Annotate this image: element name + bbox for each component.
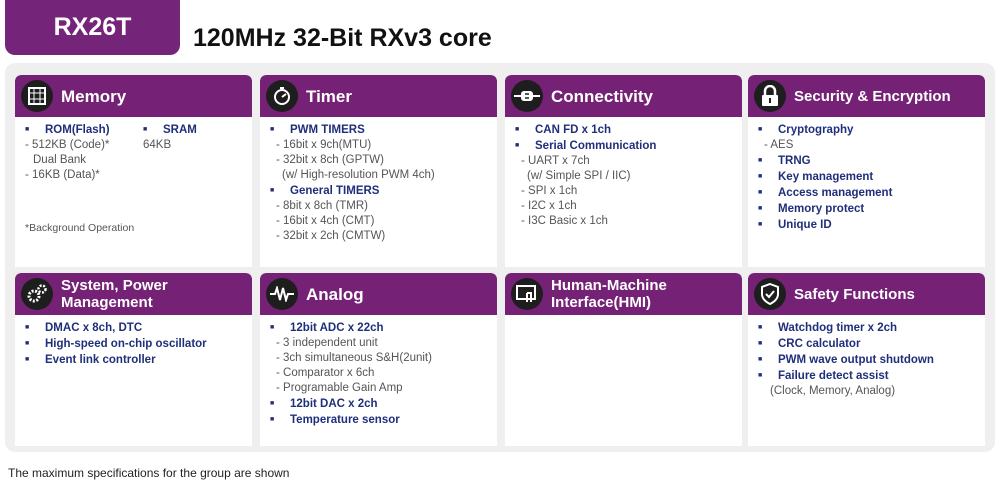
spec-line: (Clock, Memory, Analog) (770, 385, 896, 397)
spec-line: (w/ High-resolution PWM 4ch) (282, 169, 435, 181)
spec-line: - 3ch simultaneous S&H(2unit) (276, 352, 432, 364)
spec-line: Failure detect assist (758, 368, 985, 384)
feature-card: Human-Machine Interface(HMI) (505, 273, 742, 446)
spec-line: - SPI x 1ch (521, 185, 578, 197)
spec-line: PWM TIMERS (270, 122, 497, 138)
feature-card: Analog 12bit ADC x 22ch- 3 independent un… (260, 273, 497, 446)
spec-line: - 32bit x 8ch (GPTW) (276, 154, 384, 166)
rom-label: ROM(Flash) (25, 122, 143, 138)
shield-check-icon (754, 278, 786, 310)
spec-line: - Comparator x 6ch (276, 367, 375, 379)
waveform-icon (266, 278, 298, 310)
card-header: Connectivity (505, 75, 742, 117)
spec-line: 12bit DAC x 2ch (270, 396, 497, 412)
card-body: PWM TIMERS- 16bit x 9ch(MTU) - 32bit x 8c… (260, 117, 497, 244)
spec-line: Watchdog timer x 2ch (758, 320, 985, 336)
sram-value: 64KB (143, 139, 172, 151)
card-title: Safety Functions (794, 285, 915, 303)
spec-line: - 8bit x 8ch (TMR) (276, 200, 369, 212)
lock-icon (754, 80, 786, 112)
plug-icon (511, 80, 543, 112)
spec-line: CAN FD x 1ch (515, 122, 742, 138)
spec-line: DMAC x 8ch, DTC (25, 320, 252, 336)
card-title: Connectivity (551, 86, 654, 106)
sram-label: SRAM (143, 122, 197, 138)
spec-line: - Programable Gain Amp (276, 382, 403, 394)
spec-line: Memory protect (758, 201, 985, 217)
spec-line: General TIMERS (270, 183, 497, 199)
spec-line: - 16bit x 4ch (CMT) (276, 215, 375, 227)
spec-line: - I2C x 1ch (521, 200, 577, 212)
spec-line: Serial Communication (515, 138, 742, 154)
spec-line: - AES (764, 139, 794, 151)
spec-line: - 3 independent unit (276, 337, 378, 349)
card-body: Cryptography- AES TRNGKey managementAcces… (748, 117, 985, 233)
card-title: Timer (306, 86, 352, 106)
spec-line: Unique ID (758, 217, 985, 233)
spec-line: Event link controller (25, 352, 252, 368)
card-header: Analog (260, 273, 497, 315)
spec-line: Cryptography (758, 122, 985, 138)
spec-line: 12bit ADC x 22ch (270, 320, 497, 336)
spec-line: - 32bit x 2ch (CMTW) (276, 230, 386, 242)
page-title: 120MHz 32-Bit RXv3 core (193, 24, 492, 52)
memory-chip-icon (21, 80, 53, 112)
stopwatch-icon (266, 80, 298, 112)
rom-line: Dual Bank (33, 154, 87, 166)
spec-line: CRC calculator (758, 336, 985, 352)
card-header: System, Power Management (15, 273, 252, 315)
spec-line: - 16bit x 9ch(MTU) (276, 139, 372, 151)
card-title: System, Power Management (61, 277, 168, 311)
gears-icon (21, 278, 53, 310)
spec-line: (w/ Simple SPI / IIC) (527, 170, 631, 182)
spec-line: High-speed on-chip oscillator (25, 336, 252, 352)
card-body: 12bit ADC x 22ch- 3 independent unit - 3c… (260, 315, 497, 428)
card-title: Security & Encryption (794, 87, 951, 105)
card-body (505, 315, 742, 320)
footer-note: The maximum specifications for the group… (8, 466, 290, 480)
spec-line: PWM wave output shutdown (758, 352, 985, 368)
card-body: Watchdog timer x 2chCRC calculatorPWM wa… (748, 315, 985, 399)
rom-line: - 16KB (Data)* (25, 169, 100, 181)
background-note: *Background Operation (25, 222, 135, 234)
feature-card: Memory ROM(Flash)- 512KB (Code)* Dual Bank… (15, 75, 252, 267)
card-title: Analog (306, 284, 364, 304)
spec-line: - I3C Basic x 1ch (521, 215, 608, 227)
card-header: Human-Machine Interface(HMI) (505, 273, 742, 315)
spec-line: Access management (758, 185, 985, 201)
feature-card: Security & Encryption Cryptography- AES TR… (748, 75, 985, 267)
spec-line: - UART x 7ch (521, 155, 590, 167)
card-title: Memory (61, 86, 127, 106)
card-body: ROM(Flash)- 512KB (Code)* Dual Bank - 16KB… (15, 117, 252, 236)
spec-line: Temperature sensor (270, 412, 497, 428)
card-body: CAN FD x 1chSerial Communication- UART x… (505, 117, 742, 229)
card-header: Timer (260, 75, 497, 117)
card-header: Safety Functions (748, 273, 985, 315)
touch-screen-icon (511, 278, 543, 310)
feature-card: Timer PWM TIMERS- 16bit x 9ch(MTU) - 32bit… (260, 75, 497, 267)
card-title: Human-Machine Interface(HMI) (551, 277, 667, 311)
spec-line: TRNG (758, 153, 985, 169)
rom-line: - 512KB (Code)* (25, 139, 110, 151)
card-header: Security & Encryption (748, 75, 985, 117)
spec-line: Key management (758, 169, 985, 185)
card-header: Memory (15, 75, 252, 117)
card-body: DMAC x 8ch, DTCHigh-speed on-chip oscill… (15, 315, 252, 368)
feature-card: System, Power Management DMAC x 8ch, DTCH… (15, 273, 252, 446)
feature-card: Connectivity CAN FD x 1chSerial Communica… (505, 75, 742, 267)
product-badge: RX26T (5, 0, 180, 55)
feature-card: Safety Functions Watchdog timer x 2chCRC … (748, 273, 985, 446)
